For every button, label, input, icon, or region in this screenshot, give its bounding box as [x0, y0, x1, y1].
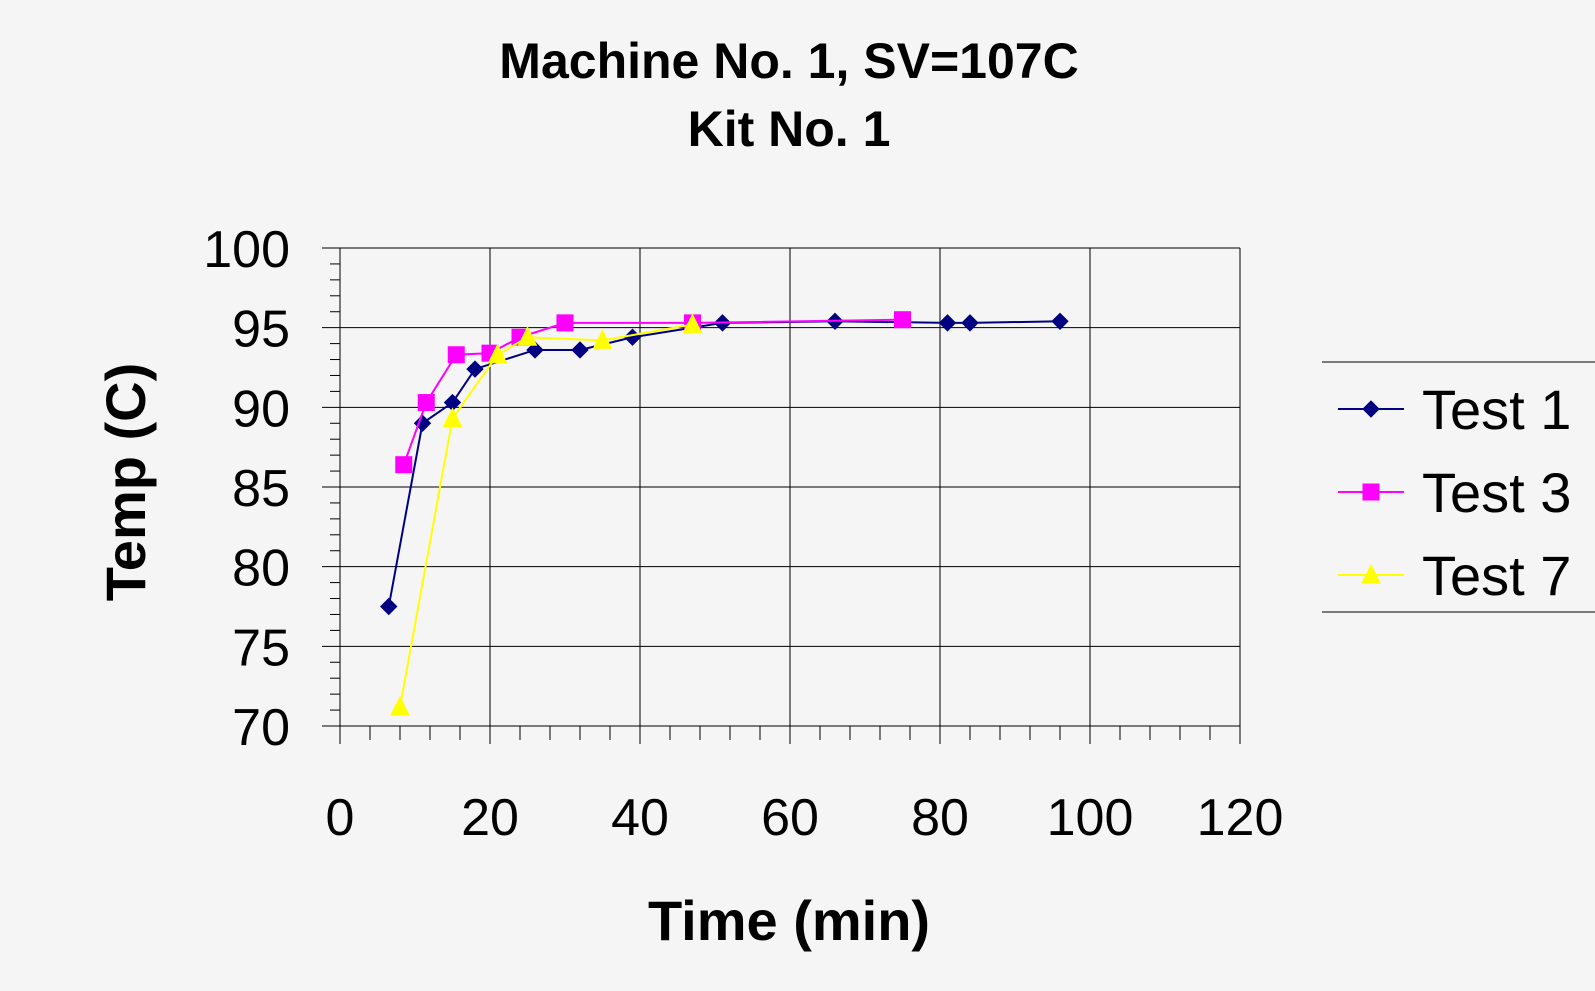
x-tick-label: 40 — [611, 789, 669, 847]
series-3 — [390, 313, 703, 716]
data-point — [894, 311, 911, 329]
x-tick-label: 20 — [461, 789, 519, 847]
legend-item: Test 1 — [1338, 378, 1571, 441]
x-tick-label: 80 — [911, 789, 969, 847]
grid — [322, 247, 1241, 744]
data-point — [1362, 400, 1380, 418]
legend-label: Test 1 — [1422, 378, 1571, 441]
x-axis-title: Time (min) — [648, 889, 930, 952]
data-point — [417, 394, 435, 412]
y-tick-label: 80 — [232, 540, 290, 598]
data-point — [413, 414, 432, 432]
data-point — [571, 341, 589, 359]
series-line — [399, 323, 693, 708]
series — [380, 311, 1069, 716]
y-axis-title: Temp (C) — [94, 363, 157, 602]
data-point — [1361, 563, 1381, 584]
x-tick-label: 0 — [326, 789, 355, 847]
data-point — [395, 456, 413, 474]
data-point — [517, 326, 538, 346]
data-point — [447, 346, 465, 364]
legend-item: Test 3 — [1338, 461, 1571, 524]
tick-labels: 70 75 80 85 90 95 100 0 20 40 60 80 100 120 — [203, 221, 1283, 847]
x-tick-label: 120 — [1197, 789, 1284, 847]
legend-label: Test 7 — [1422, 544, 1571, 607]
data-point — [961, 314, 979, 332]
data-point — [390, 695, 410, 716]
data-point — [592, 329, 613, 349]
y-tick-label: 100 — [203, 221, 290, 279]
data-point — [526, 341, 544, 359]
legend-item: Test 7 — [1338, 544, 1571, 607]
y-tick-label: 95 — [232, 301, 290, 359]
y-tick-label: 75 — [232, 619, 290, 677]
chart-subtitle: Kit No. 1 — [688, 101, 891, 157]
data-point — [442, 407, 463, 427]
chart-title: Machine No. 1, SV=107C — [499, 33, 1078, 89]
data-point — [1362, 483, 1380, 501]
data-point — [1051, 312, 1069, 331]
x-tick-label: 60 — [761, 789, 819, 847]
y-tick-label: 90 — [232, 380, 290, 438]
data-point — [556, 314, 574, 332]
data-point — [682, 313, 703, 333]
data-point — [466, 360, 484, 378]
legend: Test 1 Test 3 Test 7 — [1322, 361, 1595, 613]
legend-label: Test 3 — [1422, 461, 1571, 524]
x-tick-label: 100 — [1047, 789, 1134, 847]
y-tick-label: 70 — [232, 699, 290, 757]
y-tick-label: 85 — [232, 460, 290, 518]
series-2 — [395, 311, 911, 474]
data-point — [938, 314, 957, 332]
data-point — [487, 343, 508, 364]
data-point — [380, 597, 398, 616]
